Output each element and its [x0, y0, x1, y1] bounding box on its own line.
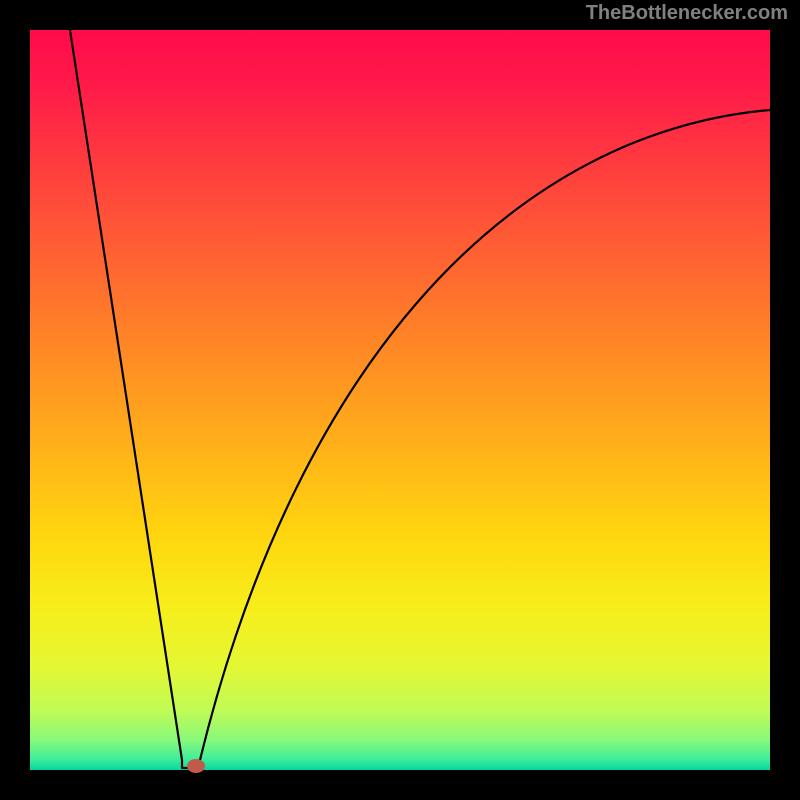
watermark-text: TheBottlenecker.com — [586, 2, 788, 25]
chart-svg — [0, 0, 800, 800]
plot-gradient-background — [30, 30, 770, 770]
bottleneck-chart: TheBottlenecker.com — [0, 0, 800, 800]
optimal-point-marker — [187, 759, 205, 773]
